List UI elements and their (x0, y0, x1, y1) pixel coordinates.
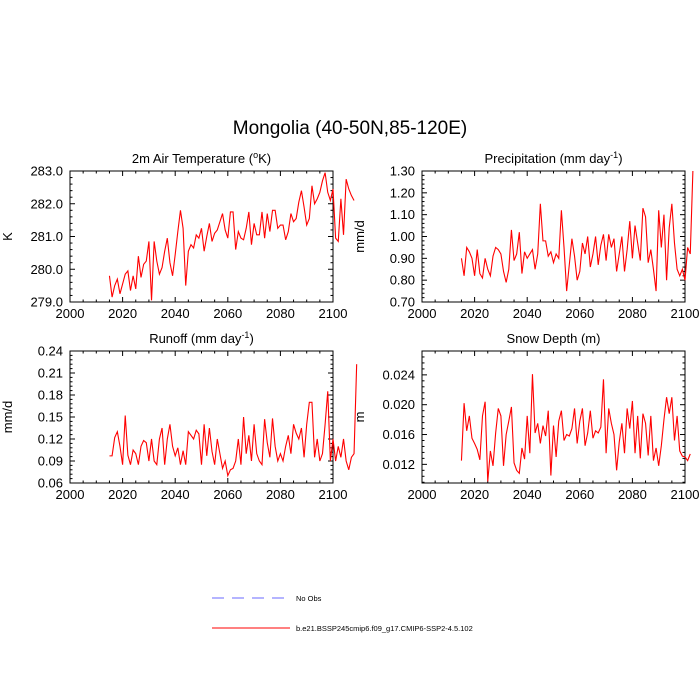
panel-title: Precipitation (mm day-1) (484, 150, 622, 166)
panel-3: Runoff (mm day-1) mm/d 2000 2020 2040 2060 208… (0, 330, 358, 502)
x-tick-label: 2000 (56, 306, 85, 321)
x-tick-label: 2040 (513, 306, 542, 321)
y-tick-label: 0.024 (382, 367, 415, 382)
series-line (460, 374, 691, 482)
x-tick-label: 2060 (213, 306, 242, 321)
x-tick-label: 2100 (319, 487, 348, 502)
y-tick-label: 1.00 (390, 229, 415, 244)
y-tick-label: 0.020 (382, 397, 415, 412)
y-tick-label: 0.09 (38, 454, 63, 469)
panels: 2m Air Temperature (oK) K 2000 2020 2040 2060… (0, 150, 699, 502)
x-tick-label: 2060 (213, 487, 242, 502)
y-tick-label: 282.0 (30, 196, 63, 211)
panel-2: Precipitation (mm day-1) mm/d 2000 2020 2040… (352, 150, 699, 321)
x-tick-label: 2080 (618, 306, 647, 321)
legend-item: b.e21.BSSP245cmip6.f09_g17.CMIP6-SSP2-4.… (212, 624, 473, 633)
plot-frame (69, 170, 334, 303)
main-title: Mongolia (40-50N,85-120E) (233, 118, 467, 139)
x-tick-label: 2040 (161, 487, 190, 502)
y-axis-label: mm/d (0, 401, 15, 434)
y-tick-label: 0.12 (38, 432, 63, 447)
x-tick-label: 2020 (108, 306, 137, 321)
x-tick-label: 2040 (513, 487, 542, 502)
x-tick-label: 2100 (671, 306, 700, 321)
x-tick-label: 2080 (266, 487, 295, 502)
y-tick-label: 1.30 (390, 164, 415, 179)
series-line (108, 172, 355, 301)
y-tick-label: 0.15 (38, 410, 63, 425)
legend-label: No Obs (296, 594, 322, 603)
y-tick-label: 279.0 (30, 295, 63, 310)
y-tick-label: 0.70 (390, 295, 415, 310)
x-tick-label: 2060 (565, 487, 594, 502)
series-line (460, 170, 694, 292)
x-tick-label: 2020 (108, 487, 137, 502)
x-tick-label: 2100 (319, 306, 348, 321)
y-axis-label: m (352, 412, 367, 423)
panel-4: Snow Depth (m) m 2000 2020 2040 2060 2080 2100 0… (352, 331, 699, 502)
y-tick-label: 0.18 (38, 388, 63, 403)
x-tick-label: 2000 (408, 487, 437, 502)
y-axis-label: mm/d (352, 220, 367, 253)
x-tick-label: 2040 (161, 306, 190, 321)
x-tick-label: 2080 (266, 306, 295, 321)
panel-title: Snow Depth (m) (507, 331, 601, 346)
x-tick-label: 2000 (56, 487, 85, 502)
legend-label: b.e21.BSSP245cmip6.f09_g17.CMIP6-SSP2-4.… (296, 624, 473, 633)
x-tick-label: 2000 (408, 306, 437, 321)
y-tick-label: 281.0 (30, 229, 63, 244)
y-axis-label: K (0, 232, 15, 241)
plot-frame (421, 350, 686, 484)
panel-1: 2m Air Temperature (oK) K 2000 2020 2040 2060… (0, 150, 355, 321)
x-tick-label: 2020 (460, 306, 489, 321)
y-tick-label: 0.90 (390, 251, 415, 266)
x-tick-label: 2080 (618, 487, 647, 502)
y-tick-label: 0.012 (382, 457, 415, 472)
y-tick-label: 1.20 (390, 185, 415, 200)
panel-title: 2m Air Temperature (oK) (132, 150, 271, 166)
y-tick-label: 0.21 (38, 366, 63, 381)
plot-frame (421, 170, 686, 303)
series-line (109, 364, 358, 478)
y-tick-label: 0.016 (382, 427, 415, 442)
y-tick-label: 0.24 (38, 344, 63, 359)
y-tick-label: 0.06 (38, 476, 63, 491)
y-tick-label: 283.0 (30, 164, 63, 179)
x-tick-label: 2060 (565, 306, 594, 321)
panel-title: Runoff (mm day-1) (149, 330, 254, 346)
legend-item: No Obs (212, 594, 322, 603)
y-tick-label: 0.80 (390, 273, 415, 288)
x-tick-label: 2020 (460, 487, 489, 502)
legend: No Obs b.e21.BSSP245cmip6.f09_g17.CMIP6-S… (212, 594, 473, 633)
x-tick-label: 2100 (671, 487, 700, 502)
y-tick-label: 280.0 (30, 262, 63, 277)
y-tick-label: 1.10 (390, 207, 415, 222)
